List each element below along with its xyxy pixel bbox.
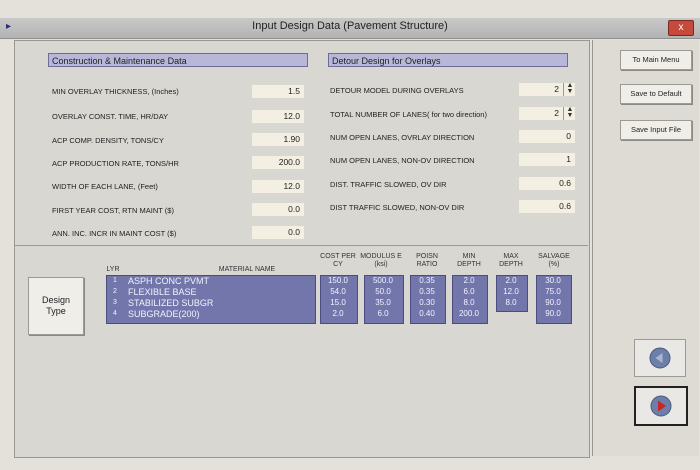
table-row[interactable]: 90.0 — [545, 309, 561, 318]
col-header-lyr: LYR — [106, 266, 120, 273]
spinner-arrows-icon[interactable]: ▲ ▼ — [563, 106, 576, 120]
open-lanes-ov-field[interactable]: 0 — [519, 130, 575, 143]
section-divider — [14, 245, 588, 246]
table-row[interactable]: 150.0 — [327, 276, 349, 285]
min-depth-grid[interactable] — [452, 275, 488, 324]
right-arrow-icon — [650, 395, 672, 417]
table-row[interactable]: 6.0 — [377, 309, 389, 318]
material-grid[interactable] — [106, 275, 316, 324]
col-header-material: MATERIAL NAME — [218, 266, 276, 273]
spinner-arrows-icon[interactable]: ▲ ▼ — [563, 82, 576, 96]
annual-maint-increase-field[interactable]: 0.0 — [252, 226, 304, 239]
traffic-slowed-ov-field[interactable]: 0.6 — [519, 177, 575, 190]
save-default-button[interactable]: Save to Default — [620, 84, 692, 104]
field-label: FIRST YEAR COST, RTN MAINT ($) — [52, 206, 174, 215]
table-row[interactable]: 54.0 — [330, 287, 346, 296]
table-row: 3 — [113, 299, 117, 306]
table-row: 1 — [113, 277, 117, 284]
table-row[interactable]: 200.0 — [458, 309, 480, 318]
table-row[interactable]: FLEXIBLE BASE — [128, 287, 197, 297]
table-row[interactable]: 2.0 — [463, 276, 475, 285]
field-label: ACP COMP. DENSITY, TONS/CY — [52, 136, 164, 145]
field-label: ANN. INC. INCR IN MAINT COST ($) — [52, 229, 177, 238]
modulus-grid[interactable] — [364, 275, 404, 324]
field-label: TOTAL NUMBER OF LANES( for two direction… — [330, 110, 487, 119]
field-label: NUM OPEN LANES, NON-OV DIRECTION — [330, 156, 475, 165]
main-menu-button[interactable]: To Main Menu — [620, 50, 692, 70]
col-header-max-depth: MAX DEPTH — [499, 253, 523, 268]
detour-model-spinner[interactable]: 2 — [519, 83, 575, 96]
min-overlay-thickness-field[interactable]: 1.5 — [252, 85, 304, 98]
table-row: 4 — [113, 310, 117, 317]
field-label: OVERLAY CONST. TIME, HR/DAY — [52, 112, 169, 121]
table-row[interactable]: 6.0 — [463, 287, 475, 296]
field-label: ACP PRODUCTION RATE, TONS/HR — [52, 159, 179, 168]
total-lanes-spinner[interactable]: 2 — [519, 107, 575, 120]
previous-button[interactable] — [634, 339, 686, 377]
table-row[interactable]: ASPH CONC PVMT — [128, 276, 210, 286]
table-row[interactable]: SUBGRADE(200) — [128, 309, 200, 319]
table-row[interactable]: 0.35 — [419, 287, 435, 296]
table-row[interactable]: 0.30 — [419, 298, 435, 307]
construction-section-header: Construction & Maintenance Data — [48, 53, 308, 67]
first-year-cost-field[interactable]: 0.0 — [252, 203, 304, 216]
design-type-button[interactable]: Design Type — [28, 277, 84, 335]
field-label: DIST TRAFFIC SLOWED, NON-OV DIR — [330, 203, 465, 212]
acp-production-rate-field[interactable]: 200.0 — [252, 156, 304, 169]
table-row[interactable]: 2.0 — [332, 309, 344, 318]
window-title: Input Design Data (Pavement Structure) — [252, 20, 448, 32]
next-button[interactable] — [634, 386, 688, 426]
table-row[interactable]: 50.0 — [375, 287, 391, 296]
detour-section-header: Detour Design for Overlays — [328, 53, 568, 67]
salvage-grid[interactable] — [536, 275, 572, 324]
title-bar: ▸ Input Design Data (Pavement Structure)… — [0, 18, 700, 39]
table-row[interactable]: 35.0 — [375, 298, 391, 307]
table-row[interactable]: 90.0 — [545, 298, 561, 307]
table-row[interactable]: 12.0 — [503, 287, 519, 296]
col-header-modulus: MODULUS E (ksi) — [360, 253, 402, 268]
design-type-label: Design Type — [41, 295, 70, 316]
table-row[interactable]: 2.0 — [505, 276, 517, 285]
col-header-min-depth: MIN DEPTH — [457, 253, 481, 268]
col-header-poisn: POISN RATIO — [416, 253, 438, 268]
field-label: NUM OPEN LANES, OVRLAY DIRECTION — [330, 133, 475, 142]
save-input-file-button[interactable]: Save Input File — [620, 120, 692, 140]
poisn-grid[interactable] — [410, 275, 446, 324]
table-row[interactable]: STABILIZED SUBGR — [128, 298, 214, 308]
left-arrow-icon — [649, 347, 671, 369]
table-row: 2 — [113, 288, 117, 295]
lane-width-field[interactable]: 12.0 — [252, 180, 304, 193]
table-row[interactable]: 500.0 — [372, 276, 394, 285]
traffic-slowed-nonov-field[interactable]: 0.6 — [519, 200, 575, 213]
table-row[interactable]: 8.0 — [505, 298, 517, 307]
overlay-const-time-field[interactable]: 12.0 — [252, 110, 304, 123]
table-row[interactable]: 75.0 — [545, 287, 561, 296]
table-row[interactable]: 30.0 — [545, 276, 561, 285]
col-header-cost: COST PER CY — [320, 253, 356, 268]
table-row[interactable]: 15.0 — [330, 298, 346, 307]
field-label: DETOUR MODEL DURING OVERLAYS — [330, 86, 464, 95]
table-row[interactable]: 0.40 — [419, 309, 435, 318]
main-panel — [14, 40, 590, 458]
acp-comp-density-field[interactable]: 1.90 — [252, 133, 304, 146]
table-row[interactable]: 0.35 — [419, 276, 435, 285]
close-button[interactable]: x — [668, 20, 694, 36]
field-label: DIST. TRAFFIC SLOWED, OV DIR — [330, 180, 447, 189]
open-lanes-nonov-field[interactable]: 1 — [519, 153, 575, 166]
system-menu-icon[interactable]: ▸ — [6, 21, 12, 32]
field-label: WIDTH OF EACH LANE, (Feet) — [52, 182, 158, 191]
col-header-salvage: SALVAGE (%) — [538, 253, 570, 268]
max-depth-grid[interactable] — [496, 275, 528, 312]
table-row[interactable]: 8.0 — [463, 298, 475, 307]
cost-grid[interactable] — [320, 275, 358, 324]
field-label: MIN OVERLAY THICKNESS, (Inches) — [52, 87, 179, 96]
